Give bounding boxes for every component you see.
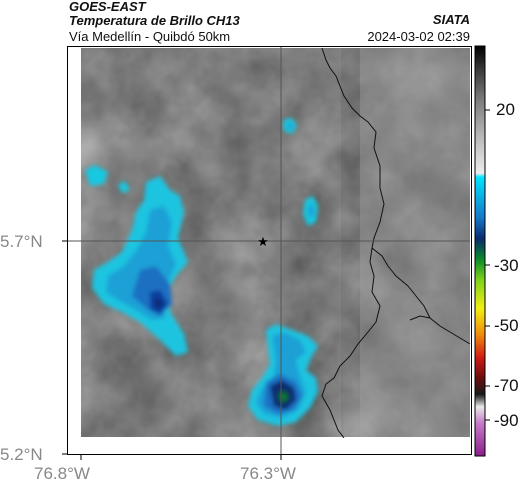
colorbar-label-m50: -50 [494,317,519,334]
lon-tick-76-8: 76.8°W [34,465,90,482]
colorbar-label-20: 20 [496,101,515,118]
star-icon: ★ [257,235,269,250]
lon-tick-76-3: 76.3°W [240,465,296,482]
colorbar-label-m70: -70 [494,377,519,394]
colorbar-label-m30: -30 [494,257,519,274]
colorbar [475,46,485,456]
colorbar-label-m90: -90 [494,412,519,429]
lat-tick-5-2: 5.2°N [0,446,43,463]
lat-tick-5-7: 5.7°N [0,233,43,250]
